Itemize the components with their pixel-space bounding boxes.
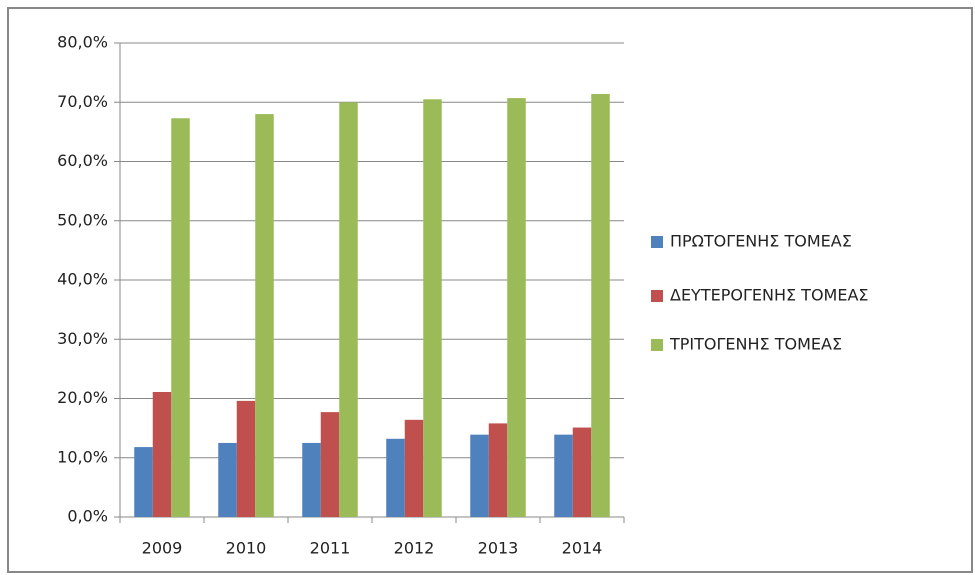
x-tick-label: 2011 [310,539,351,558]
legend-swatch [651,290,663,302]
bar [339,102,358,517]
x-tick-label: 2010 [226,539,267,558]
legend-label: ΔΕΥΤΕΡΟΓΕΝΗΣ ΤΟΜΕΑΣ [670,286,869,305]
bar [572,427,592,517]
x-tick-label: 2013 [478,539,519,558]
bar [554,434,573,517]
bar [423,99,442,517]
bar [404,419,424,517]
bar [152,391,172,517]
legend-swatch [651,339,663,351]
y-tick-label: 80,0% [57,33,108,52]
bar [218,442,237,517]
bar [591,93,610,517]
legend-label: ΤΡΙΤΟΓΕΝΗΣ ΤΟΜΕΑΣ [669,335,842,354]
y-tick-label: 20,0% [57,388,108,407]
legend-swatch [651,236,663,248]
bar [507,98,526,517]
bar [302,442,321,517]
y-tick-label: 30,0% [57,329,108,348]
bar [134,447,153,517]
bar [171,118,190,517]
y-tick-label: 70,0% [57,92,108,111]
bar [236,400,256,517]
x-tick-label: 2014 [562,539,603,558]
bar [488,423,508,517]
bar [320,412,340,517]
bar [255,114,274,517]
legend-label: ΠΡΩΤΟΓΕΝΗΣ ΤΟΜΕΑΣ [670,232,852,251]
x-tick-label: 2009 [142,539,183,558]
y-tick-label: 10,0% [57,447,108,466]
x-tick-label: 2012 [394,539,435,558]
y-tick-label: 60,0% [57,151,108,170]
y-tick-label: 50,0% [57,210,108,229]
y-tick-label: 0,0% [67,507,108,526]
y-tick-label: 40,0% [57,270,108,289]
bar [470,434,489,517]
bar [386,438,405,517]
